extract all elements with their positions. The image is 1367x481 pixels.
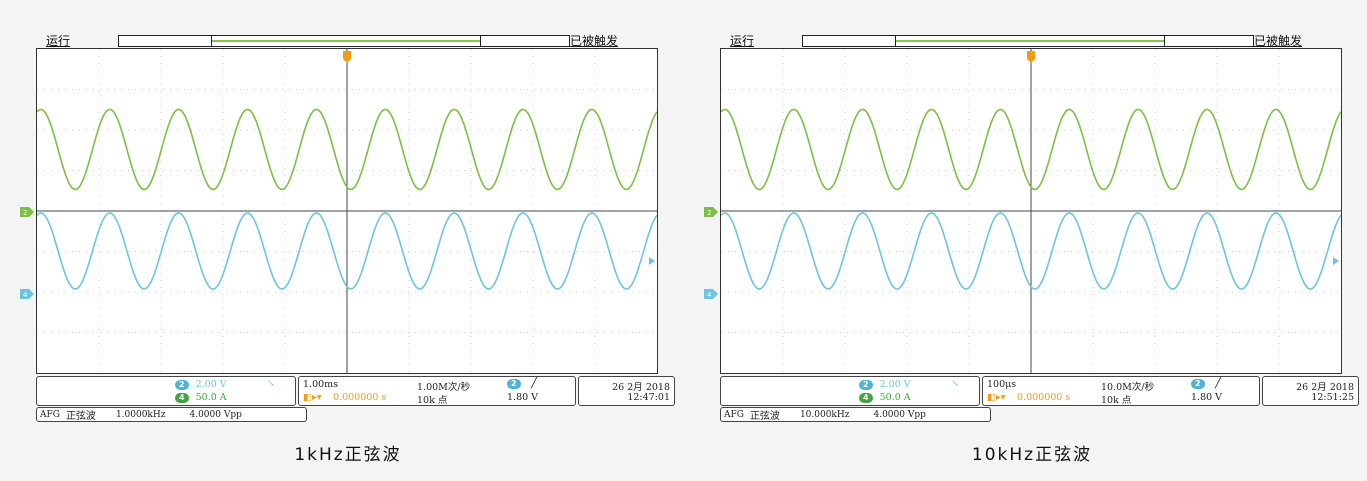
scope-panel-10khz: 运行 已被触发 2 4 2 2.00 V ↘ 4 50.0 A 100μs 10… bbox=[702, 0, 1362, 481]
record-header: 运行 已被触发 bbox=[18, 32, 678, 50]
datetime-readout: 26 2月 2018 12:47:01 bbox=[578, 376, 675, 406]
afg-amplitude: 4.0000 Vpp bbox=[873, 409, 926, 420]
ch2-scale: 2.00 V bbox=[195, 379, 227, 390]
ch4-badge: 4 bbox=[175, 393, 189, 403]
afg-label: AFG bbox=[40, 409, 60, 420]
svg-text:2: 2 bbox=[23, 209, 27, 217]
run-status-label[interactable]: 运行 bbox=[730, 34, 755, 48]
record-overview-bar[interactable] bbox=[118, 35, 570, 47]
record-length-value: 10k 点 bbox=[417, 395, 448, 406]
afg-readout[interactable]: AFG 正弦波 1.0000kHz 4.0000 Vpp bbox=[36, 407, 307, 422]
info-readout-area: 2 2.00 V ↘ 4 50.0 A 1.00ms 1.00M次/秒 2 ╱ … bbox=[36, 376, 676, 426]
trigger-source-badge: 2 bbox=[507, 379, 521, 389]
trigger-level-value: 1.80 V bbox=[507, 392, 539, 403]
trigger-offset-icon: ◧▸▾ bbox=[303, 392, 322, 403]
timebase-value: 1.00ms bbox=[303, 379, 339, 390]
afg-label: AFG bbox=[724, 409, 744, 420]
svg-text:4: 4 bbox=[23, 291, 28, 299]
record-length-value: 10k 点 bbox=[1101, 395, 1132, 406]
record-header: 运行 已被触发 bbox=[702, 32, 1362, 50]
time-value: 12:47:01 bbox=[627, 392, 670, 403]
trigger-level-value: 1.80 V bbox=[1191, 392, 1223, 403]
trigger-level-marker bbox=[649, 257, 655, 265]
info-readout-area: 2 2.00 V ↘ 4 50.0 A 100μs 10.0M次/秒 2 ╱ ◧… bbox=[720, 376, 1360, 426]
date-value: 26 2月 2018 bbox=[1296, 382, 1354, 393]
trigger-status-label: 已被触发 bbox=[1254, 34, 1303, 48]
ch2-scale: 2.00 V bbox=[879, 379, 911, 390]
rising-edge-icon: ╱ bbox=[1215, 378, 1222, 389]
ch2-badge: 2 bbox=[859, 380, 873, 390]
afg-readout[interactable]: AFG 正弦波 10.000kHz 4.0000 Vpp bbox=[720, 407, 991, 422]
channel-readout[interactable]: 2 2.00 V ↘ 4 50.0 A bbox=[36, 376, 296, 406]
trigger-position-marker bbox=[1027, 51, 1035, 63]
afg-amplitude: 4.0000 Vpp bbox=[189, 409, 242, 420]
afg-frequency: 1.0000kHz bbox=[115, 409, 166, 420]
ch2-waveform bbox=[721, 108, 1341, 191]
ch2-waveform bbox=[37, 108, 657, 191]
date-value: 26 2月 2018 bbox=[612, 382, 670, 393]
ch4-ground-marker-icon[interactable]: 4 bbox=[704, 289, 718, 299]
datetime-readout: 26 2月 2018 12:51:25 bbox=[1262, 376, 1359, 406]
run-status-label[interactable]: 运行 bbox=[46, 34, 71, 48]
panel-caption: 10kHz正弦波 bbox=[971, 445, 1093, 465]
trigger-offset-value: 0.000000 s bbox=[333, 392, 387, 403]
ch2-ground-marker-icon[interactable]: 2 bbox=[20, 207, 34, 217]
svg-text:4: 4 bbox=[707, 291, 712, 299]
time-value: 12:51:25 bbox=[1311, 392, 1354, 403]
record-overview-bar[interactable] bbox=[802, 35, 1254, 47]
scope-panel-1khz: 运行 已被触发 2 4 2 2.00 V ↘ 4 50.0 A 1.00ms 1… bbox=[18, 0, 678, 481]
channel-readout[interactable]: 2 2.00 V ↘ 4 50.0 A bbox=[720, 376, 980, 406]
ch4-scale: 50.0 A bbox=[879, 392, 911, 403]
panel-caption: 1kHz正弦波 bbox=[294, 445, 402, 465]
waveform-graticule bbox=[721, 49, 1341, 373]
sample-rate-value: 1.00M次/秒 bbox=[417, 382, 471, 393]
ch2-badge: 2 bbox=[175, 380, 189, 390]
trigger-position-marker bbox=[343, 51, 351, 63]
waveform-graticule bbox=[37, 49, 657, 373]
rising-edge-icon: ╱ bbox=[531, 378, 538, 389]
trigger-source-badge: 2 bbox=[1191, 379, 1205, 389]
afg-waveform: 正弦波 bbox=[65, 411, 96, 422]
horizontal-trigger-readout[interactable]: 1.00ms 1.00M次/秒 2 ╱ ◧▸▾ 0.000000 s 10k 点… bbox=[298, 376, 576, 406]
ch2-ground-marker-icon[interactable]: 2 bbox=[704, 207, 718, 217]
ch4-ground-marker-icon[interactable]: 4 bbox=[20, 289, 34, 299]
record-view-window[interactable] bbox=[895, 36, 1165, 46]
record-view-window[interactable] bbox=[211, 36, 481, 46]
sample-rate-value: 10.0M次/秒 bbox=[1101, 382, 1155, 393]
trigger-status-label: 已被触发 bbox=[570, 34, 619, 48]
trigger-offset-value: 0.000000 s bbox=[1017, 392, 1071, 403]
svg-text:2: 2 bbox=[707, 209, 711, 217]
waveform-display[interactable] bbox=[36, 48, 658, 374]
ch4-waveform bbox=[37, 212, 657, 290]
ch4-scale: 50.0 A bbox=[195, 392, 227, 403]
afg-waveform: 正弦波 bbox=[749, 411, 780, 422]
horizontal-trigger-readout[interactable]: 100μs 10.0M次/秒 2 ╱ ◧▸▾ 0.000000 s 10k 点 … bbox=[982, 376, 1260, 406]
timebase-value: 100μs bbox=[987, 379, 1017, 390]
ch4-badge: 4 bbox=[859, 393, 873, 403]
waveform-display[interactable] bbox=[720, 48, 1342, 374]
trigger-offset-icon: ◧▸▾ bbox=[987, 392, 1006, 403]
trigger-level-marker bbox=[1333, 257, 1339, 265]
probe-icon: ↘ bbox=[951, 379, 959, 389]
ch4-waveform bbox=[721, 212, 1341, 290]
probe-icon: ↘ bbox=[267, 379, 275, 389]
afg-frequency: 10.000kHz bbox=[799, 409, 850, 420]
